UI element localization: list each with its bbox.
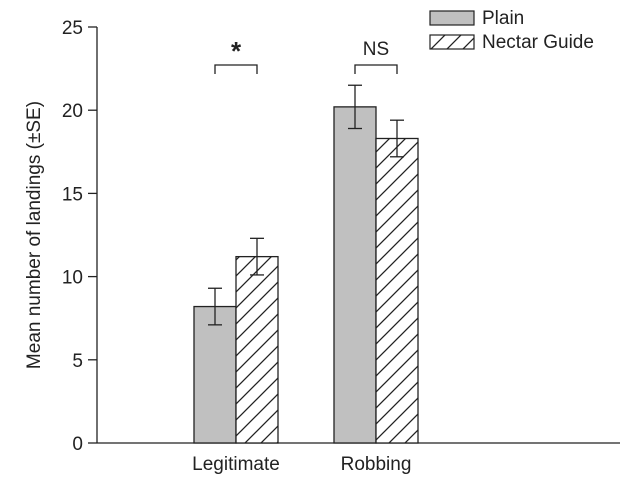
y-tick-label: 5 bbox=[72, 351, 83, 372]
y-tick-label: 25 bbox=[62, 18, 83, 39]
legend-label: Nectar Guide bbox=[482, 32, 594, 53]
significance-bracket bbox=[354, 64, 398, 74]
y-tick-label: 10 bbox=[62, 268, 83, 289]
legend: Plain Nectar Guide bbox=[429, 8, 594, 53]
y-tick-label: 20 bbox=[62, 101, 83, 122]
significance-bracket bbox=[214, 64, 258, 74]
axes: 0 5 10 15 20 25 bbox=[62, 18, 620, 455]
bar-nectar-guide-robbing bbox=[375, 137, 419, 444]
y-tick-label: 15 bbox=[62, 184, 83, 205]
bar-plain-legitimate bbox=[193, 305, 237, 444]
x-tick-label: Legitimate bbox=[192, 454, 280, 475]
significance-label: NS bbox=[363, 39, 389, 60]
bar-plain-robbing bbox=[333, 106, 377, 444]
y-tick-label: 0 bbox=[72, 434, 83, 455]
legend-swatch-nectar-guide bbox=[429, 34, 475, 50]
legend-swatch-plain bbox=[429, 10, 475, 26]
significance-label: * bbox=[231, 36, 242, 66]
bars-group: Legitimate Robbing * NS bbox=[192, 36, 419, 475]
legend-label: Plain bbox=[482, 8, 524, 29]
x-tick-label: Robbing bbox=[341, 454, 412, 475]
y-axis-title: Mean number of landings (±SE) bbox=[24, 101, 45, 369]
bar-nectar-guide-legitimate bbox=[235, 255, 279, 444]
